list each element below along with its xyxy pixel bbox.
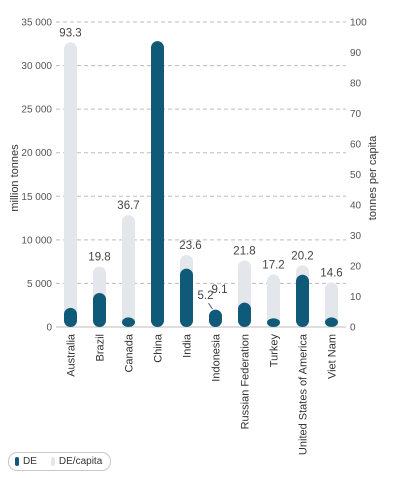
category-label: United States of America [298, 333, 310, 455]
legend-label-de: DE [23, 456, 37, 467]
y-tick-label: 10 000 [21, 235, 52, 246]
y2-tick-label: 30 [350, 231, 362, 242]
data-label: 9.1 [212, 284, 228, 296]
data-label: 5.2 [198, 290, 214, 302]
bar-de-per-capita [122, 215, 135, 327]
bar-de [238, 302, 251, 327]
bar-de [325, 317, 338, 327]
y-tick-label: 5 000 [27, 279, 52, 290]
bar-de-per-capita [325, 282, 338, 327]
bar-de-per-capita [267, 274, 280, 327]
category-label: Indonesia [211, 333, 223, 382]
data-label: 93.3 [59, 27, 81, 39]
category-label: Viet Nam [327, 334, 339, 379]
y2-tick-label: 70 [350, 109, 362, 120]
data-label: 14.6 [320, 267, 342, 279]
bar-de-per-capita [64, 42, 77, 328]
data-labels: 93.3 19.8 36.7 23.6 5.29.1 21.8 17.2 20.2 14.6 [59, 27, 343, 310]
y-tick-label: 30 000 [21, 61, 52, 72]
legend: DE DE/capita [8, 452, 112, 471]
category-label: Australia [66, 333, 78, 377]
bars [64, 41, 338, 328]
y2-tick-label: 10 [350, 292, 362, 303]
leader-line [208, 302, 213, 310]
bar-de [267, 318, 280, 327]
category-label: India [182, 333, 194, 358]
category-label: China [153, 333, 165, 363]
bar-de [64, 307, 77, 327]
category-label: Russian Federation [240, 334, 252, 429]
data-label: 21.8 [233, 246, 255, 258]
y2-tick-label: 80 [350, 79, 362, 90]
y2-tick-label: 50 [350, 170, 362, 181]
y-tick-label: 35 000 [21, 18, 52, 29]
y2-tick-label: 20 [350, 262, 362, 273]
y2-tick-label: 40 [350, 201, 362, 212]
data-label: 20.2 [291, 250, 313, 262]
y-tick-label: 0 [46, 323, 52, 334]
legend-swatch-de-per-capita [50, 457, 55, 466]
data-label: 36.7 [117, 200, 139, 212]
data-label: 17.2 [262, 260, 284, 272]
category-label: Brazil [95, 334, 107, 362]
y2-tick-label: 100 [350, 18, 367, 29]
y2-tick-label: 60 [350, 140, 362, 151]
y-tick-label: 15 000 [21, 192, 52, 203]
bar-de [93, 293, 106, 327]
bar-de [209, 309, 222, 327]
bar-de [296, 274, 309, 327]
category-label: Canada [124, 333, 136, 372]
bar-de [122, 317, 135, 327]
y-axis-title: million tonnes [9, 144, 21, 212]
y2-tick-label: 0 [350, 323, 356, 334]
legend-label-de-per-capita: DE/capita [58, 456, 103, 467]
y2-axis-title: tonnes per capita [367, 135, 379, 220]
bar-de [151, 41, 164, 328]
bar-de [180, 268, 193, 327]
data-label: 23.6 [179, 240, 201, 252]
y2-tick-label: 90 [350, 48, 362, 59]
y-tick-label: 25 000 [21, 105, 52, 116]
category-labels: Australia Brazil Canada China India Indonesia… [66, 333, 339, 455]
tick-labels: 0 5 000 10 000 15 000 20 000 25 000 30 000 35 0… [21, 18, 367, 334]
category-label: Turkey [269, 334, 281, 368]
legend-swatch-de [15, 457, 19, 466]
data-label: 19.8 [88, 252, 110, 264]
y-tick-label: 20 000 [21, 148, 52, 159]
